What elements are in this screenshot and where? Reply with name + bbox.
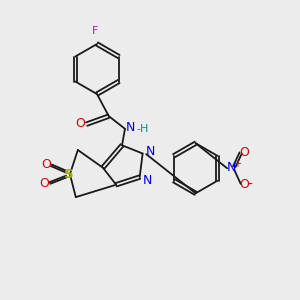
- Text: O: O: [75, 117, 85, 130]
- Text: O: O: [41, 158, 51, 171]
- Text: O: O: [240, 146, 250, 159]
- Text: N: N: [142, 173, 152, 187]
- Text: O: O: [240, 178, 250, 191]
- Text: S: S: [64, 168, 73, 181]
- Text: O: O: [40, 177, 50, 190]
- Text: N: N: [146, 145, 155, 158]
- Text: F: F: [92, 26, 99, 36]
- Text: +: +: [233, 158, 241, 169]
- Text: -: -: [247, 177, 252, 191]
- Text: N: N: [226, 161, 236, 174]
- Text: N: N: [126, 121, 136, 134]
- Text: -H: -H: [136, 124, 148, 134]
